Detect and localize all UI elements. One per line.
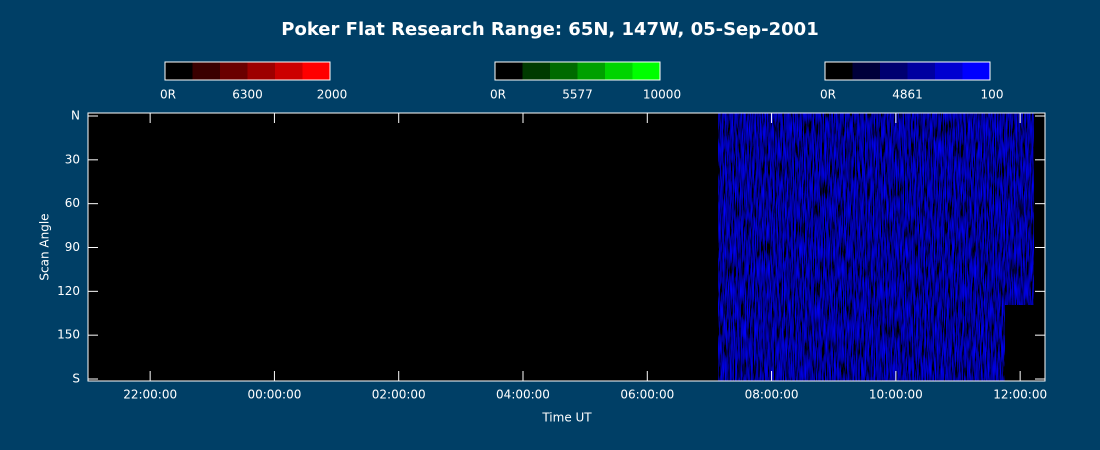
colorbar-segment — [907, 62, 935, 80]
colorbar-segment — [880, 62, 908, 80]
y-tick-label: 120 — [57, 284, 80, 298]
no-data-block — [1005, 305, 1045, 381]
x-tick-label: 22:00:00 — [123, 388, 177, 402]
colorbar-min: 0R — [490, 88, 506, 102]
colorbar-segment — [825, 62, 853, 80]
x-tick-label: 12:00:00 — [993, 388, 1047, 402]
colorbar-max: 2000 — [317, 88, 348, 102]
colorbar-max: 10000 — [643, 88, 681, 102]
y-tick-label: 60 — [65, 196, 80, 210]
y-tick-label: S — [72, 372, 80, 386]
colorbar-max: 100 — [981, 88, 1004, 102]
y-tick-label: 90 — [65, 240, 80, 254]
colorbar-segment — [275, 62, 303, 80]
colorbar-segment — [962, 62, 990, 80]
colorbar-segment — [247, 62, 275, 80]
y-tick-label: 150 — [57, 328, 80, 342]
colorbar-min: 0R — [160, 88, 176, 102]
colorbar-frame — [824, 61, 991, 81]
colorbar-segment — [165, 62, 193, 80]
colorbar-min: 0R — [820, 88, 836, 102]
colorbar-segment — [220, 62, 248, 80]
colorbar-segment — [577, 62, 605, 80]
colorbar-segment — [605, 62, 633, 80]
colorbar-name: 4861 — [892, 88, 923, 102]
x-axis-label: Time UT — [541, 411, 592, 425]
colorbar-segment — [632, 62, 660, 80]
x-tick-label: 10:00:00 — [869, 388, 923, 402]
x-tick-label: 06:00:00 — [620, 388, 674, 402]
x-tick-label: 04:00:00 — [496, 388, 550, 402]
colorbar-segment — [550, 62, 578, 80]
colorbar-name: 6300 — [232, 88, 263, 102]
x-tick-label: 00:00:00 — [247, 388, 301, 402]
chart-title: Poker Flat Research Range: 65N, 147W, 05… — [281, 19, 818, 40]
colorbar-name: 5577 — [562, 88, 593, 102]
colorbar-frame — [164, 61, 331, 81]
colorbar-segment — [522, 62, 550, 80]
colorbar-frame — [494, 61, 661, 81]
y-tick-label: 30 — [65, 152, 80, 166]
colorbar-segment — [495, 62, 523, 80]
colorbar-segment — [935, 62, 963, 80]
x-tick-label: 02:00:00 — [372, 388, 426, 402]
colorbar-segment — [192, 62, 220, 80]
y-tick-label: N — [71, 109, 80, 123]
emission-texture — [718, 113, 1034, 381]
colorbar-segment — [852, 62, 880, 80]
x-tick-label: 08:00:00 — [745, 388, 799, 402]
colorbar-segment — [302, 62, 330, 80]
y-axis-label: Scan Angle — [38, 213, 52, 280]
